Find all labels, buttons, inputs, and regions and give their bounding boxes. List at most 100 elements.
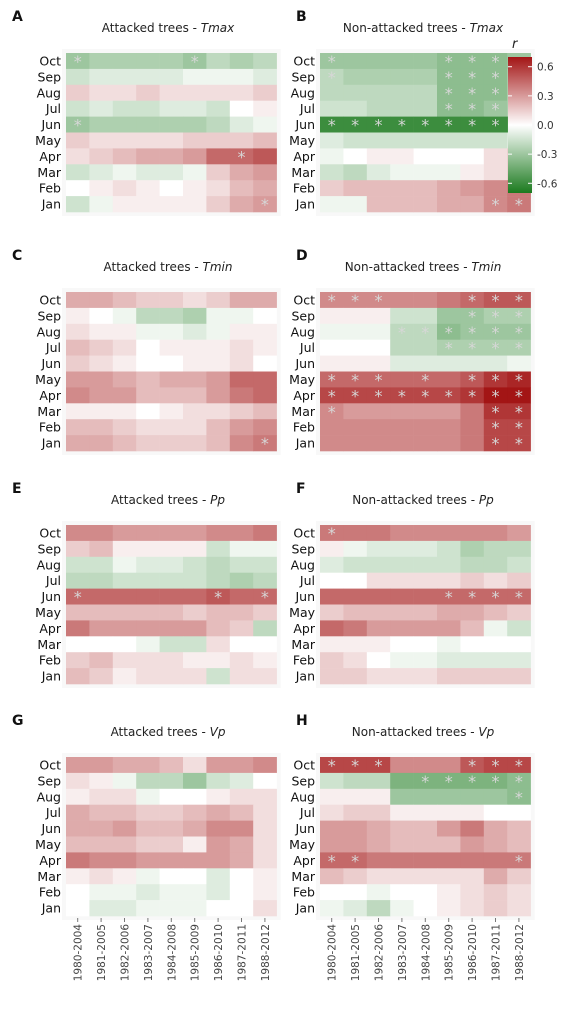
heatmap-cell (366, 148, 391, 165)
heatmap-cell (390, 339, 414, 356)
significance-star: * (328, 116, 336, 135)
legend-tick-label: 0.6 (537, 62, 554, 74)
heatmap-cell (437, 668, 461, 685)
heatmap-cell (413, 84, 438, 101)
heatmap-cell (112, 868, 137, 885)
heatmap-cell (413, 339, 438, 356)
heatmap-cell (320, 540, 344, 558)
month-label: Feb (39, 885, 61, 900)
heatmap-cell (366, 525, 391, 542)
heatmap-cell (183, 757, 207, 774)
significance-star: * (515, 851, 523, 870)
heatmap-cell (206, 132, 231, 149)
month-label: Mar (37, 637, 61, 652)
heatmap-cell (507, 836, 531, 853)
heatmap-cell (507, 196, 531, 213)
heatmap-cell (413, 525, 438, 542)
heatmap-cell (206, 540, 231, 558)
significance-star: * (445, 772, 453, 791)
heatmap-cell (112, 68, 137, 86)
legend-tick-label: -0.3 (537, 149, 558, 161)
heatmap-cell (390, 371, 414, 388)
heatmap-cell (229, 371, 254, 388)
heatmap-cell (159, 572, 184, 589)
heatmap-cell (229, 868, 254, 885)
heatmap-cell (437, 419, 461, 436)
legend-tick-label: 0.3 (537, 91, 554, 103)
heatmap-cell (89, 836, 114, 853)
heatmap-cell (437, 387, 461, 404)
heatmap-cell (320, 100, 344, 117)
significance-star: * (74, 588, 82, 607)
month-label: Apr (39, 388, 61, 403)
heatmap-cell (183, 668, 207, 685)
heatmap-cell (253, 371, 277, 388)
significance-star: * (191, 52, 199, 71)
heatmap-cell (66, 884, 90, 901)
month-label: Jul (299, 340, 315, 355)
panel-title: Non-attacked trees - Tmax (343, 21, 504, 35)
panel-title: Attacked trees - Tmax (102, 21, 235, 35)
heatmap-cell (413, 371, 438, 388)
period-label: 1985-2009 (444, 924, 456, 981)
heatmap-cell (253, 307, 277, 325)
significance-star: * (398, 116, 406, 135)
significance-star: * (445, 386, 453, 405)
heatmap-cell (320, 292, 344, 309)
month-label: Apr (293, 388, 315, 403)
significance-star: * (398, 323, 406, 342)
heatmap-cell (460, 540, 485, 558)
heatmap-cell (366, 604, 391, 621)
heatmap-cell (136, 868, 160, 885)
heatmap-cell (159, 588, 184, 605)
heatmap-cell (206, 772, 231, 790)
heatmap-cell (320, 419, 344, 436)
heatmap-cell (437, 772, 461, 790)
heatmap-cell (460, 132, 485, 149)
heatmap-cell (183, 636, 207, 653)
significance-star: * (445, 588, 453, 607)
heatmap-cell (507, 403, 531, 420)
heatmap-cell (483, 53, 508, 70)
heatmap-cell (507, 852, 531, 869)
heatmap-cell (112, 757, 137, 774)
heatmap-cell (229, 164, 254, 181)
heatmap-cell (437, 339, 461, 356)
heatmap-cell (206, 387, 231, 404)
month-label: Jan (41, 197, 61, 212)
heatmap-cell (413, 116, 438, 133)
month-label: Jul (45, 805, 61, 820)
heatmap-cell (507, 757, 531, 774)
heatmap-cell (460, 836, 485, 853)
heatmap-cell (229, 604, 254, 621)
heatmap-cell (437, 572, 461, 589)
heatmap-cell (320, 757, 344, 774)
heatmap-cell (320, 668, 344, 685)
heatmap-cell (159, 652, 184, 669)
heatmap-cell (229, 355, 254, 372)
significance-star: * (421, 386, 429, 405)
significance-star: * (515, 323, 523, 342)
heatmap-cell (366, 307, 391, 325)
heatmap-cell (136, 339, 160, 356)
heatmap-cell (159, 836, 184, 853)
significance-star: * (468, 84, 476, 103)
significance-star: * (351, 386, 359, 405)
heatmap-cell (229, 525, 254, 542)
significance-star: * (421, 772, 429, 791)
heatmap-cell (366, 403, 391, 420)
heatmap-cell (66, 435, 90, 452)
heatmap-cell (136, 588, 160, 605)
heatmap-cell (136, 403, 160, 420)
heatmap-cell (460, 292, 485, 309)
heatmap-cell (253, 339, 277, 356)
period-label: 1988-2012 (514, 924, 526, 981)
month-label: Mar (291, 404, 315, 419)
heatmap-cell (460, 668, 485, 685)
significance-star: * (492, 195, 500, 214)
heatmap-cell (483, 116, 508, 133)
heatmap-cell (206, 307, 231, 325)
heatmap-cell (460, 525, 485, 542)
heatmap-cell (413, 900, 438, 917)
